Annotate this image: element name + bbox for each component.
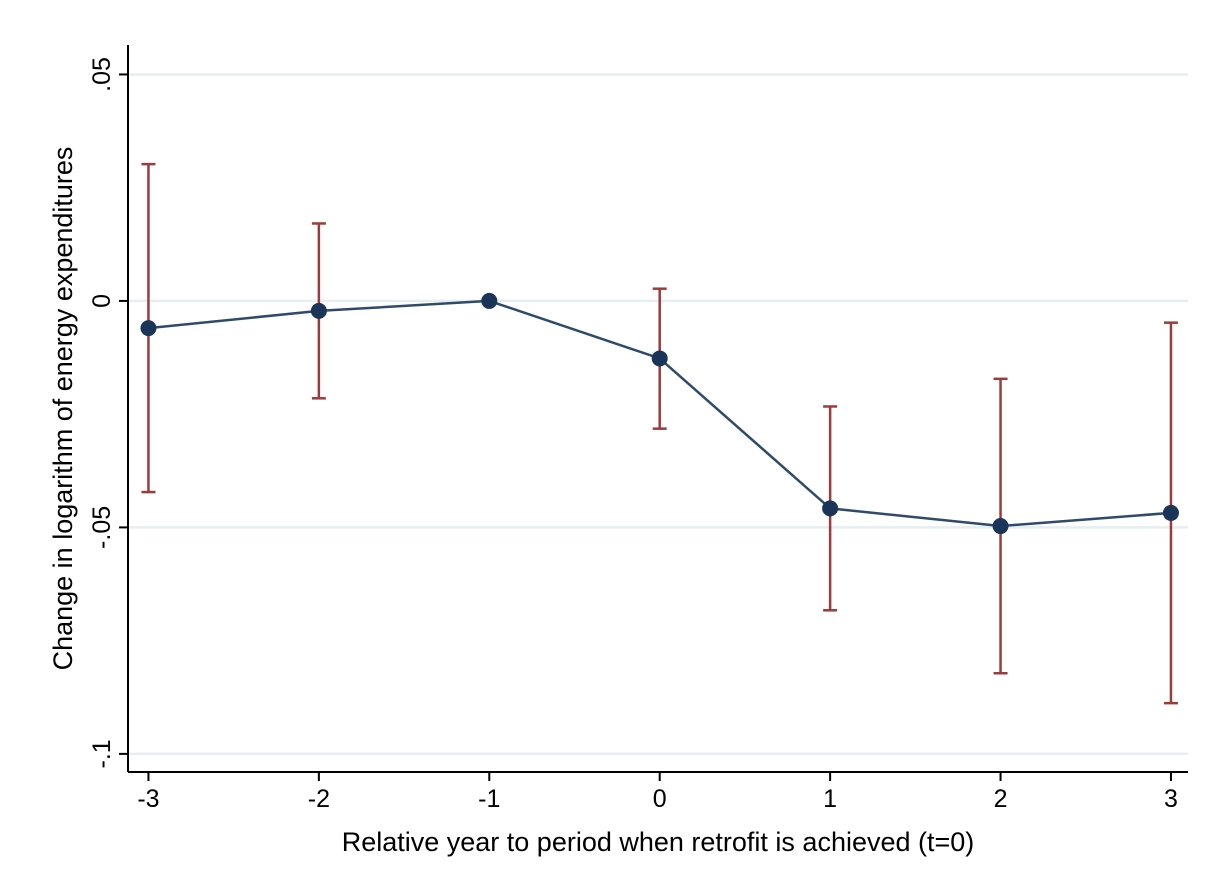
y-tick-label: -.05 <box>88 506 116 549</box>
data-point <box>140 320 157 337</box>
x-tick-label: -3 <box>137 785 159 813</box>
x-axis-title: Relative year to period when retrofit is… <box>342 827 975 857</box>
x-tick-label: 2 <box>994 785 1008 813</box>
gridlines <box>128 73 1188 756</box>
data-points <box>140 292 1179 535</box>
data-point <box>992 518 1009 535</box>
x-tick-label: 1 <box>823 785 837 813</box>
y-tick-label: .05 <box>88 57 116 92</box>
x-tick-label: 3 <box>1164 785 1178 813</box>
x-tick-label: -1 <box>478 785 500 813</box>
data-point <box>481 292 498 309</box>
axes <box>119 45 1188 781</box>
tick-labels: .05 0 -.05 -.1 -3 -2 -1 0 1 2 3 <box>88 57 1178 813</box>
data-point <box>651 350 668 367</box>
data-point <box>1162 504 1179 521</box>
x-tick-label: 0 <box>653 785 667 813</box>
error-bars <box>141 162 1178 705</box>
y-tick-label: -.1 <box>88 739 116 768</box>
data-point <box>310 302 327 319</box>
y-axis-title: Change in logarithm of energy expenditur… <box>48 147 78 671</box>
y-tick-label: 0 <box>88 294 116 308</box>
data-point <box>822 500 839 517</box>
x-tick-label: -2 <box>308 785 330 813</box>
